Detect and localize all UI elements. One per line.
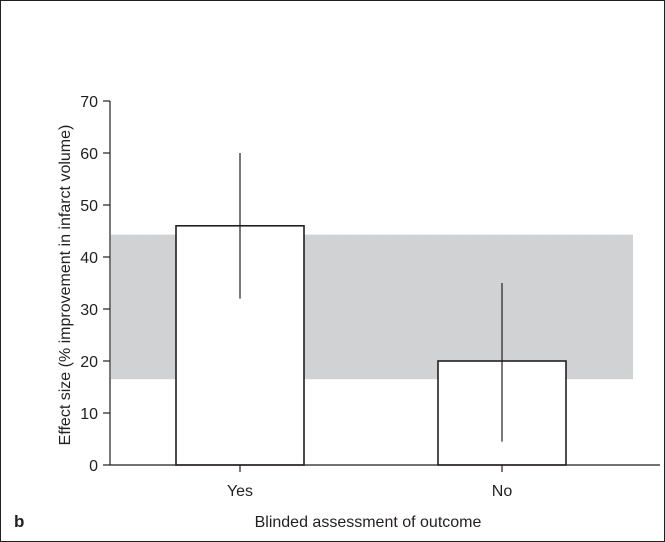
y-tick-label: 20	[80, 354, 98, 371]
y-tick-label: 60	[80, 146, 98, 163]
panel-label: b	[14, 512, 24, 531]
y-tick-label: 70	[80, 94, 98, 111]
y-tick-label: 10	[80, 406, 98, 423]
y-tick-label: 40	[80, 250, 98, 267]
x-axis-title: Blinded assessment of outcome	[255, 514, 482, 531]
x-tick-label: Yes	[227, 483, 253, 500]
x-tick-label: No	[492, 483, 513, 500]
y-tick-label: 0	[89, 458, 98, 475]
y-axis-title: Effect size (% improvement in infarct vo…	[57, 125, 74, 446]
y-tick-label: 30	[80, 302, 98, 319]
y-tick-label: 50	[80, 198, 98, 215]
